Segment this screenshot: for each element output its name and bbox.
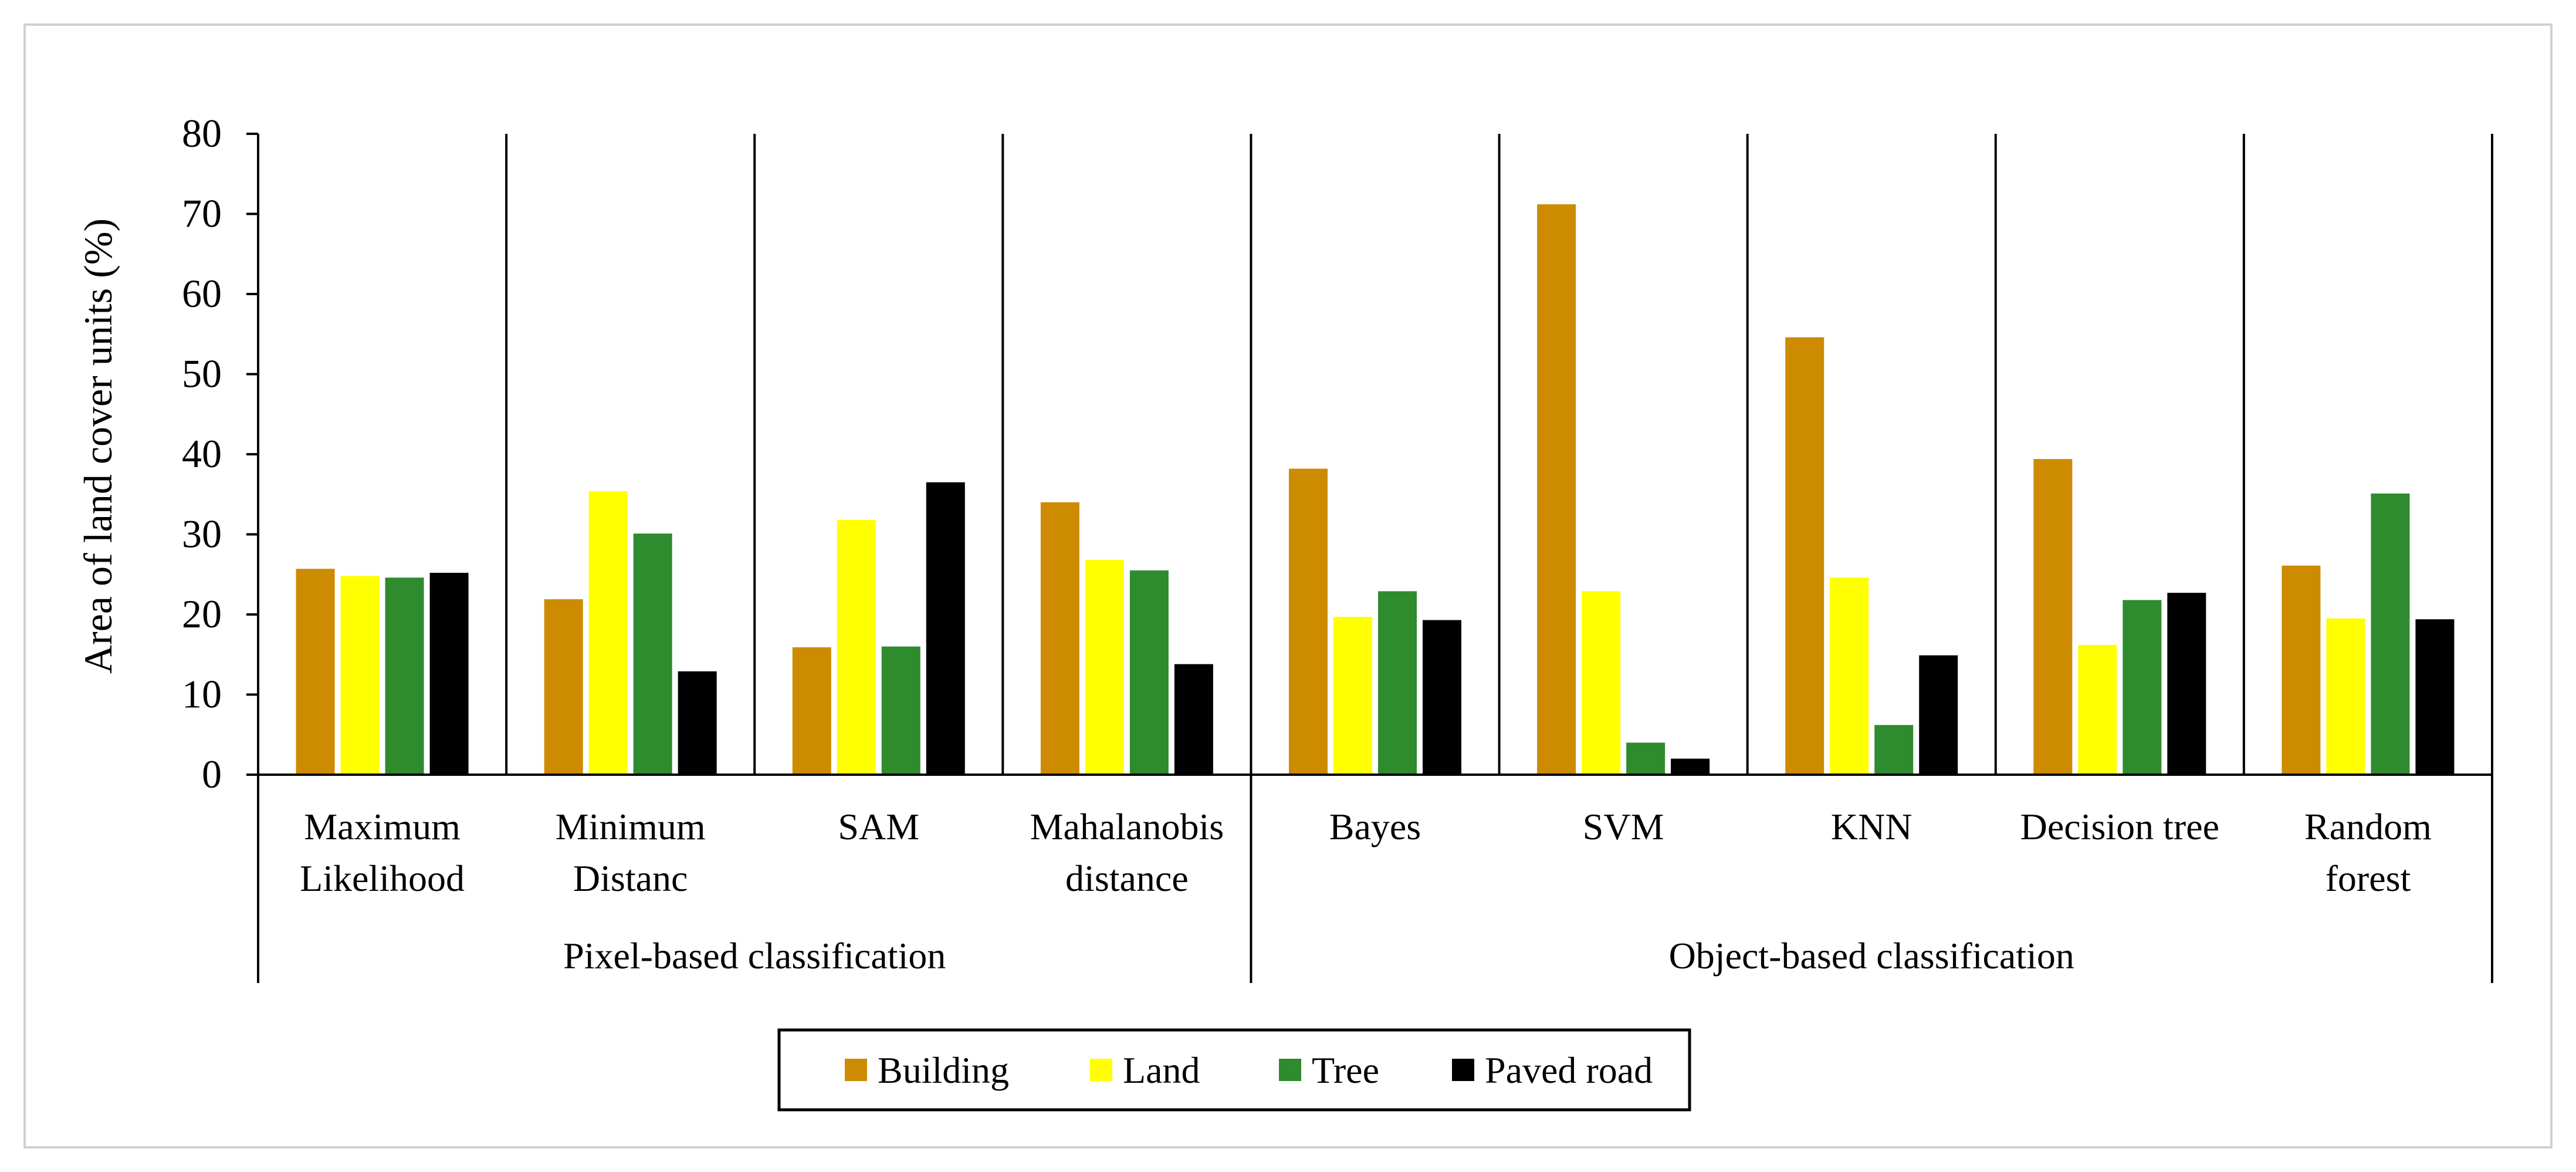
category-label: SAM [838, 806, 919, 847]
bar-tree: Tree: 25.5 [1129, 570, 1169, 775]
y-tick-label: 20 [182, 592, 222, 636]
legend-label: Paved road [1485, 1049, 1653, 1091]
bar-tree: Tree: 30.1 [633, 533, 672, 775]
bar-paved-road: Paved road: 22.7 [2167, 593, 2206, 775]
bar-paved-road: Paved road: 25.2 [429, 573, 469, 775]
bar-paved-road: Paved road: 12.9 [678, 671, 717, 775]
category-label: Likelihood [300, 857, 465, 899]
category-label: KNN [1831, 806, 1912, 847]
bar-building: Building: 34 [1040, 502, 1079, 775]
bar-tree: Tree: 22.9 [1378, 591, 1417, 775]
bar-paved-road: Paved road: 2 [1671, 758, 1710, 775]
y-tick-label: 40 [182, 431, 222, 476]
y-tick-label: 80 [182, 111, 222, 156]
bar-paved-road: Paved road: 19.4 [2415, 619, 2455, 775]
group-label: Object-based classification [1669, 935, 2074, 977]
y-tick-label: 70 [182, 191, 222, 236]
category-label: Distanc [573, 857, 688, 899]
bar-building: Building: 54.6 [1785, 337, 1824, 775]
bar-tree: Tree: 6.2 [1874, 725, 1914, 775]
legend-swatch-paved-road [1452, 1059, 1474, 1081]
category-label: SVM [1583, 806, 1664, 847]
bar-tree: Tree: 35.1 [2371, 493, 2410, 775]
legend-swatch-tree [1279, 1059, 1301, 1081]
y-tick-label: 60 [182, 271, 222, 316]
bar-land: Land: 35.4 [588, 491, 628, 775]
category-label: Decision tree [2020, 806, 2219, 847]
legend-swatch-building [845, 1059, 867, 1081]
bar-building: Building: 26.1 [2281, 565, 2321, 775]
legend-label: Tree [1312, 1049, 1379, 1091]
bar-land: Land: 16.2 [2078, 644, 2117, 775]
y-tick-label: 50 [182, 352, 222, 396]
y-tick-label: 0 [202, 752, 222, 796]
plot-area: 01020304050607080Building: 25.7Land: 24.… [182, 111, 2493, 983]
legend-label: Building [878, 1049, 1009, 1091]
bar-paved-road: Paved road: 19.3 [1423, 620, 1461, 775]
bar-tree: Tree: 16 [881, 646, 920, 775]
group-label: Pixel-based classification [563, 935, 946, 977]
bar-building: Building: 71.2 [1537, 204, 1576, 775]
bar-paved-road: Paved road: 36.5 [926, 482, 965, 775]
bar-land: Land: 31.8 [837, 519, 876, 775]
bar-building: Building: 38.2 [1289, 468, 1328, 775]
bar-building: Building: 15.9 [792, 647, 831, 775]
category-label: Maximum [304, 806, 461, 847]
bar-land: Land: 19.5 [2326, 618, 2365, 775]
legend-label: Land [1123, 1049, 1200, 1091]
category-label: Mahalanobis [1030, 806, 1224, 847]
y-tick-label: 30 [182, 512, 222, 556]
category-label: distance [1065, 857, 1189, 899]
bar-land: Land: 26.8 [1085, 560, 1124, 775]
bar-tree: Tree: 24.6 [385, 577, 424, 775]
bar-land: Land: 24.8 [340, 576, 380, 775]
bar-tree: Tree: 4 [1626, 742, 1666, 775]
bar-land: Land: 19.7 [1333, 617, 1372, 775]
legend-swatch-land [1090, 1059, 1112, 1081]
bar-land: Land: 22.9 [1582, 591, 1621, 775]
bar-building: Building: 25.7 [296, 569, 335, 775]
category-label: Random [2304, 806, 2432, 847]
bar-building: Building: 21.9 [544, 599, 583, 775]
legend-box [777, 1028, 1691, 1112]
category-label: forest [2325, 857, 2411, 899]
legend: Building Land Tree Paved road [777, 1028, 1691, 1112]
bar-tree: Tree: 21.8 [2123, 600, 2162, 775]
bar-building: Building: 39.4 [2033, 459, 2073, 775]
y-tick-label: 10 [182, 672, 222, 717]
y-axis-title: Area of land cover units (%) [76, 218, 120, 674]
bar-paved-road: Paved road: 14.9 [1919, 655, 1958, 775]
category-label: Minimum [556, 806, 706, 847]
bar-paved-road: Paved road: 13.8 [1174, 664, 1213, 775]
category-label: Bayes [1329, 806, 1421, 847]
bar-land: Land: 24.6 [1830, 577, 1869, 775]
